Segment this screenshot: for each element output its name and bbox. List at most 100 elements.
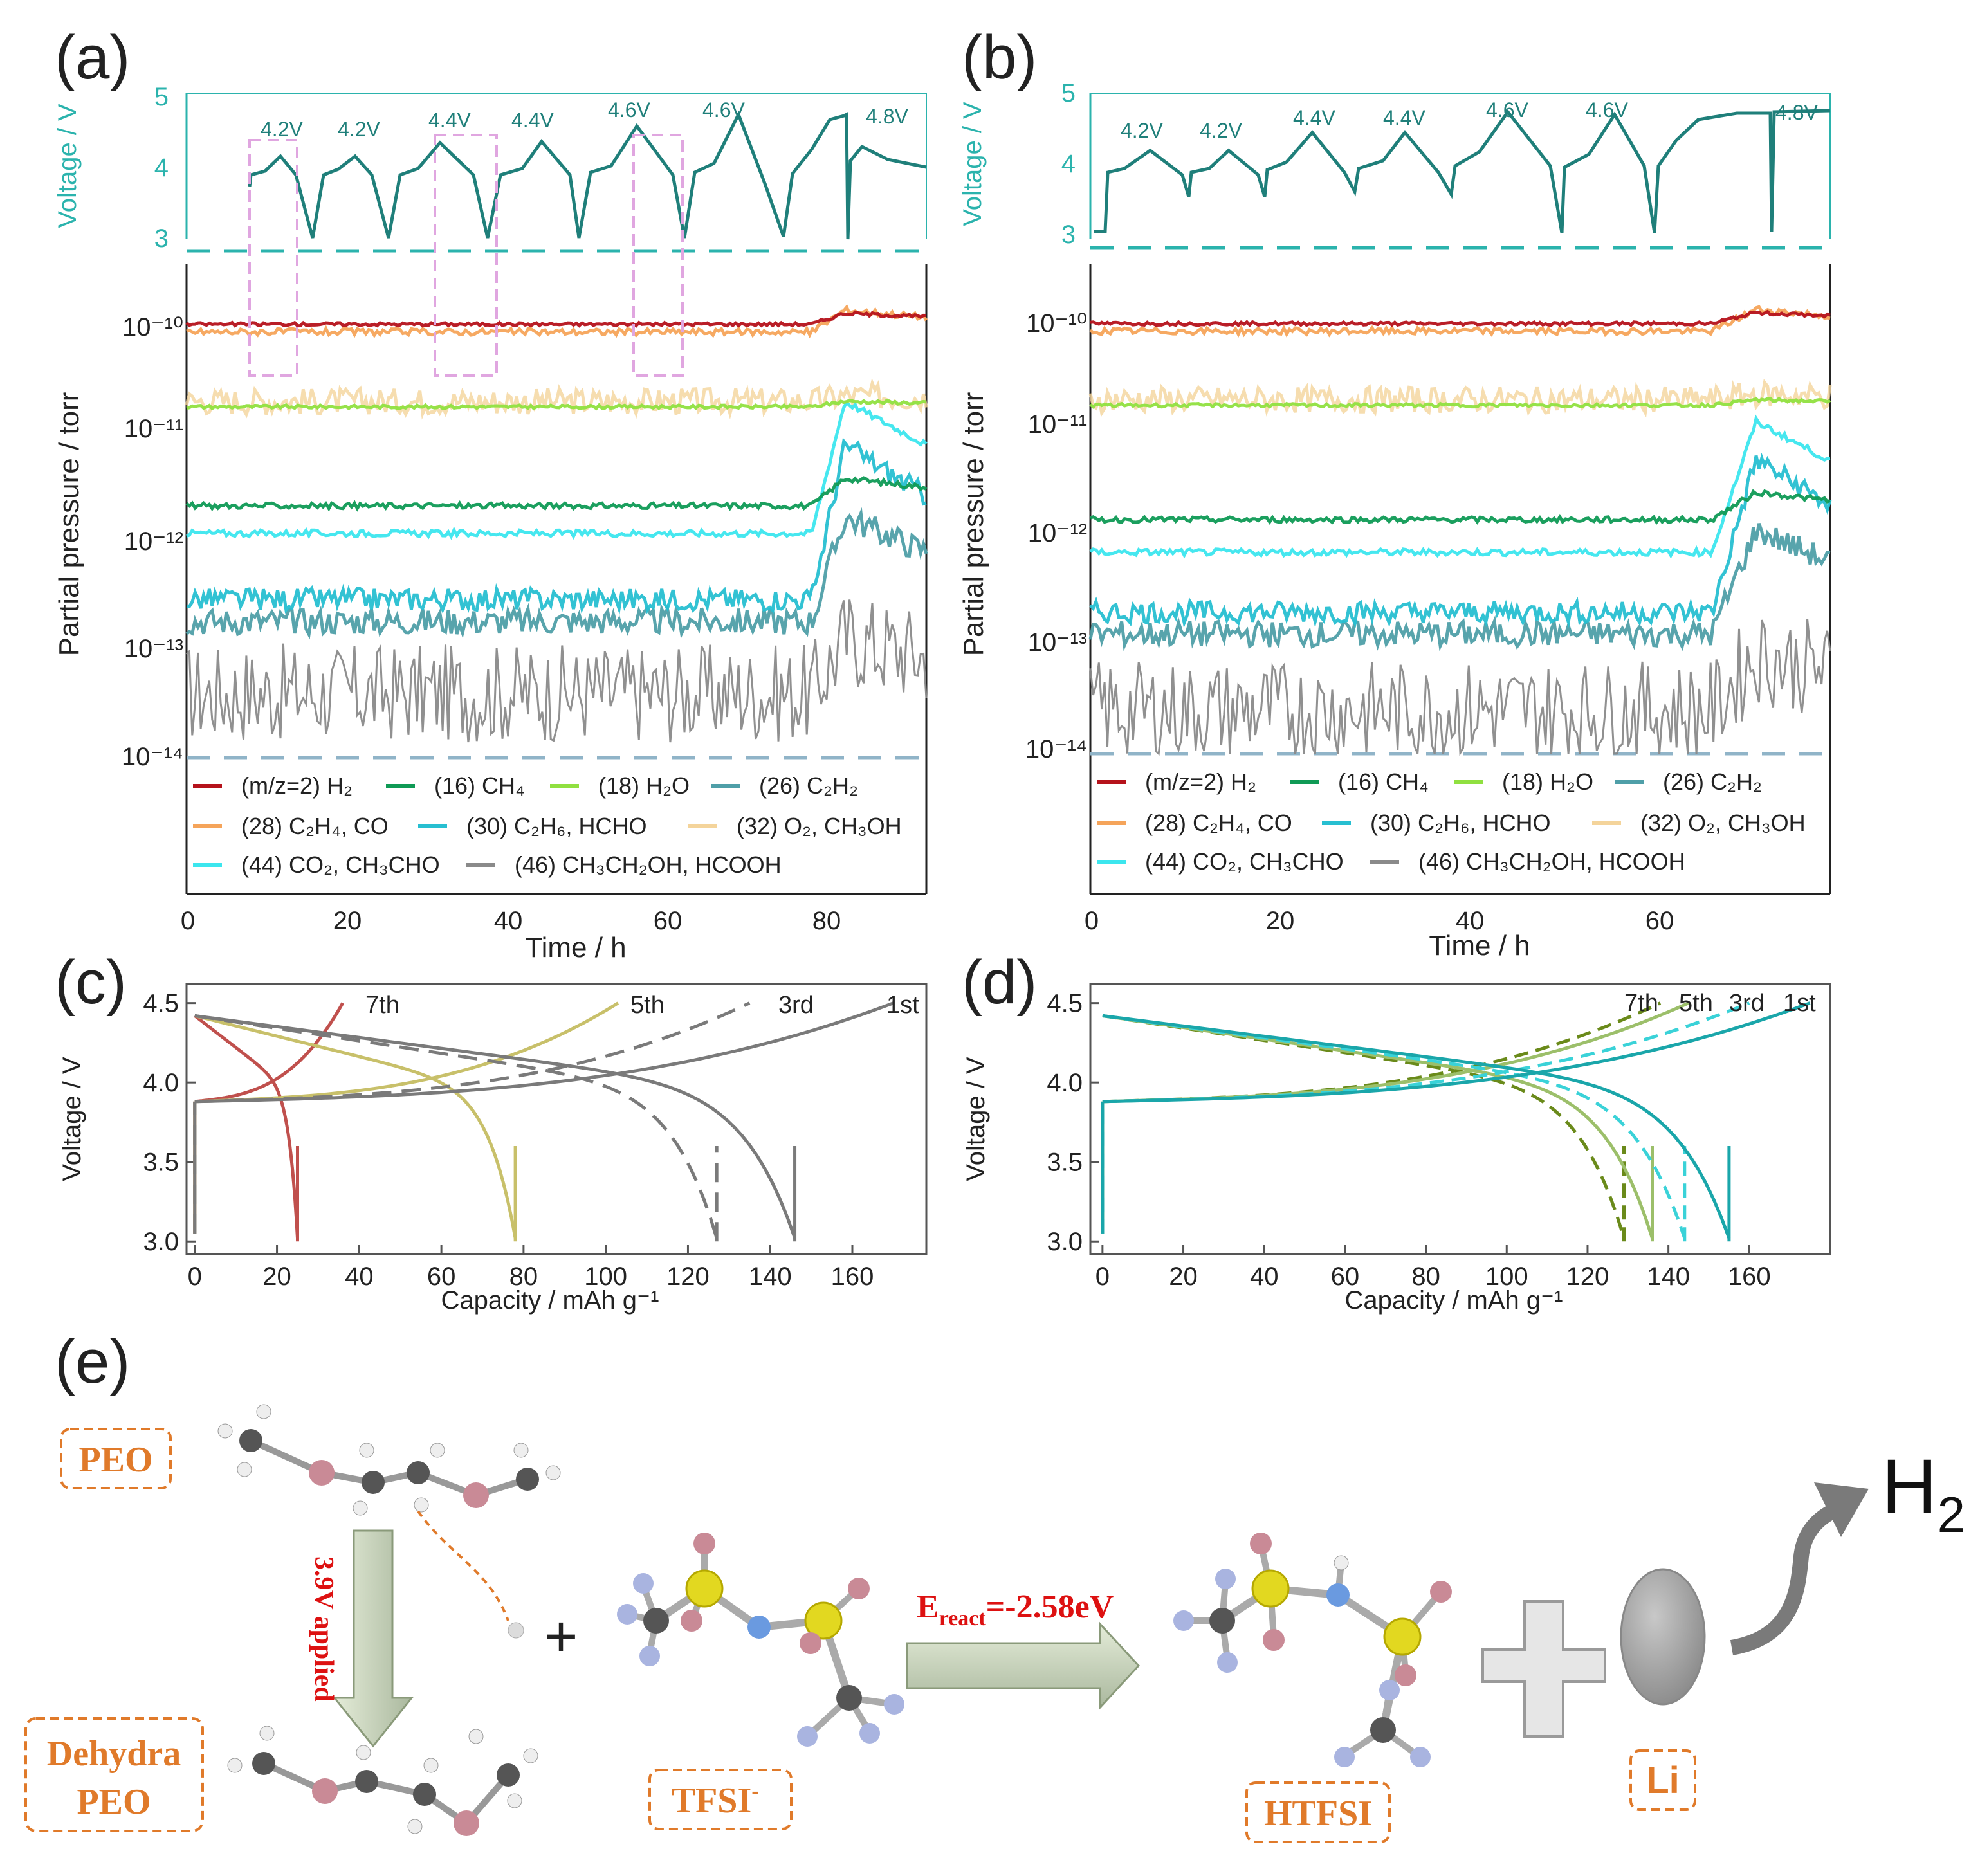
pressure-ylabel-b: Partial pressure / torr — [958, 392, 989, 657]
discharge-curve-1st — [194, 1014, 796, 1239]
curves-c — [193, 1001, 894, 1242]
cutoff-label-b: 4.6V — [1586, 98, 1628, 122]
legend-label: (44) CO₂, CH₃CHO — [1145, 848, 1344, 875]
cutoff-label-a: 4.4V — [511, 109, 554, 132]
trace--32-o-ch-oh — [185, 378, 928, 420]
highlight-box-a — [632, 134, 684, 377]
cycle-label-c: 5th — [630, 992, 665, 1019]
pressure-tick-a: 10⁻¹² — [124, 527, 183, 556]
peo-label-box — [60, 1428, 172, 1489]
cutoff-label-a: 4.8V — [866, 105, 908, 128]
xtick-b: 60 — [1645, 907, 1674, 935]
h2-subscript: 2 — [1938, 1486, 1965, 1543]
cutoff-label-b: 4.2V — [1121, 119, 1163, 142]
panel-e-scheme: PEO 3.9V applied Dehydra PEO — [24, 1404, 1965, 1843]
x-tick-label: 0 — [1095, 1262, 1110, 1291]
legend-label: (46) CH₃CH₂OH, HCOOH — [515, 851, 782, 878]
h2-product-label: H2 — [1882, 1443, 1965, 1543]
pressure-chart-b: Partial pressure / torr 10⁻¹⁰ 10⁻¹¹ 10⁻¹… — [958, 264, 1832, 961]
down-arrow — [332, 1529, 414, 1748]
voltage-chart-b: Voltage / V 3 4 5 4.2V 4.2V 4.4V 4.4V 4.… — [958, 79, 1831, 250]
cutoff-label-b: 4.4V — [1383, 106, 1425, 129]
highlight-box-a — [434, 134, 498, 377]
trace--30-c-h-hcho — [1089, 452, 1832, 628]
xlabel-d: Capacity / mAh g⁻¹ — [1344, 1286, 1563, 1315]
x-tick-label: 0 — [188, 1262, 202, 1291]
voltage-tick-a: 3 — [154, 224, 169, 253]
cutoff-label-b: 4.6V — [1486, 98, 1528, 122]
pressure-tick-b: 10⁻¹⁰ — [1026, 309, 1087, 338]
legend-label: (44) CO₂, CH₃CHO — [241, 851, 440, 878]
cycle-label-d: 7th — [1624, 990, 1658, 1017]
gray-plus-icon — [1481, 1600, 1606, 1738]
voltage-tick-b: 4 — [1061, 150, 1076, 178]
discharge-curve-5th — [194, 1014, 517, 1239]
xlabel-a: Time / h — [525, 932, 626, 963]
energy-value: =-2.58eV — [986, 1589, 1114, 1625]
legend-label: (32) O₂, CH₃OH — [737, 813, 902, 839]
dehydra-peo-label: PEO — [77, 1782, 151, 1822]
panel-b: Voltage / V 3 4 5 4.2V 4.2V 4.4V 4.4V 4.… — [958, 79, 1832, 961]
cycle-label-c: 7th — [365, 992, 399, 1019]
tfsi-label: TFSI- — [672, 1778, 760, 1821]
trace--16-ch- — [1090, 489, 1831, 525]
htfsi-molecule — [1173, 1533, 1452, 1767]
highlight-box-a — [248, 139, 298, 377]
cutoff-label-a: 4.6V — [608, 98, 650, 122]
reaction-arrow — [906, 1621, 1141, 1710]
trace--44-co-ch-cho — [186, 399, 928, 540]
trace--26-c-h- — [1088, 523, 1831, 651]
cycle-label-d: 5th — [1679, 990, 1713, 1017]
trace--26-c-h- — [185, 507, 928, 640]
ylabel-c: Voltage / V — [58, 1057, 86, 1181]
tfsi-label-box — [648, 1769, 793, 1830]
cycle-label-d: 3rd — [1729, 990, 1765, 1017]
htfsi-label-box — [1245, 1781, 1391, 1843]
legend-b: (m/z=2) H₂ (16) CH₄ (18) H₂O (26) C₂H₂ (… — [1097, 769, 1806, 875]
panel-d: Voltage / V Capacity / mAh g⁻¹ 0 20 40 60 80… — [962, 983, 1831, 1315]
voltage-tick-a: 5 — [154, 83, 169, 111]
cutoff-label-b: 4.4V — [1293, 106, 1335, 129]
x-tick-label: 20 — [262, 1262, 291, 1291]
xtick-b: 0 — [1085, 907, 1099, 935]
y-tick-label: 4.0 — [1047, 1069, 1083, 1097]
xtick-a: 0 — [181, 907, 195, 935]
trace--28-c-h-co — [186, 304, 928, 339]
reaction-energy: Ereact=-2.58eV — [917, 1589, 1114, 1630]
voltage-tick-a: 4 — [154, 154, 169, 182]
xtick-b: 20 — [1266, 907, 1295, 935]
discharge-curve-3rd — [194, 1014, 719, 1239]
trace--32-o-ch-oh — [1088, 379, 1832, 418]
x-tick-label: 80 — [509, 1262, 538, 1291]
x-tick-label: 100 — [584, 1262, 627, 1291]
panel-label-c: (c) — [55, 948, 127, 1017]
plot-frame-c — [185, 983, 928, 1255]
x-tick-label: 40 — [1250, 1262, 1279, 1291]
trace--30-c-h-hcho — [186, 437, 927, 615]
voltage-ylabel-b: Voltage / V — [958, 102, 987, 226]
pressure-chart-a: Partial pressure / torr 10⁻¹⁰ 10⁻¹¹ 10⁻¹… — [53, 134, 928, 963]
legend-label: (32) O₂, CH₃OH — [1640, 810, 1806, 836]
li-label-box — [1629, 1749, 1696, 1811]
h2-release-arrowhead — [1814, 1482, 1869, 1537]
voltage-tick-b: 3 — [1061, 221, 1076, 249]
x-tick-label: 20 — [1169, 1262, 1198, 1291]
xtick-a: 60 — [654, 907, 683, 935]
dehydra-label: Dehydra — [47, 1734, 181, 1774]
xtick-a: 40 — [494, 907, 523, 935]
trace--46-ch-ch-oh-hcooh — [185, 599, 928, 743]
x-tick-label: 120 — [1566, 1262, 1609, 1291]
pressure-tick-b: 10⁻¹² — [1028, 519, 1087, 547]
cutoff-label-a: 4.2V — [261, 118, 303, 141]
cutoff-label-a: 4.4V — [428, 109, 471, 132]
pressure-traces-a — [185, 304, 928, 743]
charge-curve-1st — [1102, 1001, 1811, 1104]
legend-label: (16) CH₄ — [434, 772, 525, 799]
ticks-d: 0 20 40 60 80 100 120 140 160 3.0 3.5 4.0 4.5 — [1047, 990, 1770, 1291]
x-tick-label: 160 — [1728, 1262, 1771, 1291]
voltage-curve-b — [1094, 109, 1831, 233]
applied-voltage-label: 3.9V applied — [309, 1556, 338, 1702]
legend-label: (30) C₂H₆, HCHO — [466, 813, 647, 839]
cutoff-label-a: 4.6V — [702, 98, 745, 122]
